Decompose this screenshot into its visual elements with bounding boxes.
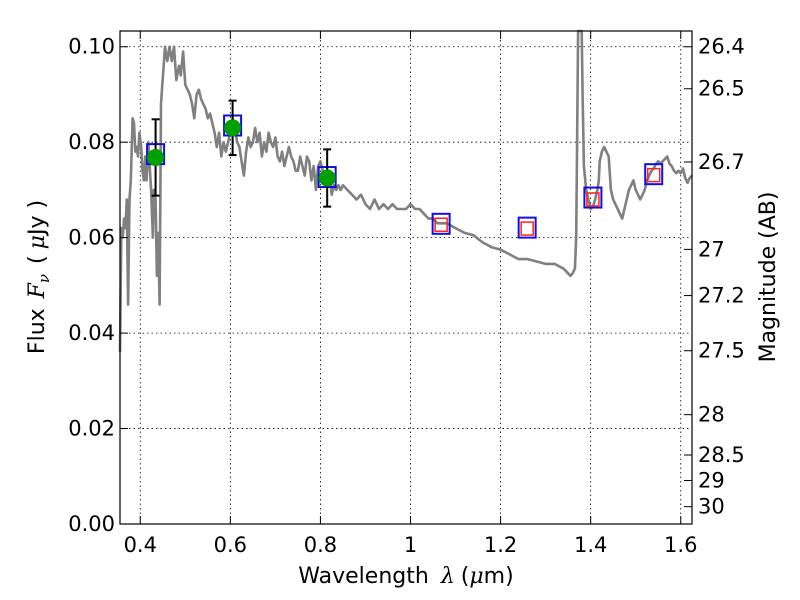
detection-points [147,119,336,187]
plot-frame [119,30,693,525]
model-spectrum-series [118,29,693,353]
y-tick-label: 0.06 [68,226,115,250]
upper-limit-markers [434,167,661,236]
magnitude-tick-label: 26.7 [698,150,745,174]
model-flux-square [583,186,603,209]
x-tick-label: 1.4 [574,533,607,557]
x-tick-label: 1 [404,533,417,557]
x-tick-labels: 0.4 0.6 0.8 1 1.2 1.4 1.6 [124,533,698,557]
magnitude-tick-label: 27.5 [698,339,745,363]
upper-limit-square [520,221,534,236]
x-tick-label: 0.6 [214,533,247,557]
magnitude-tick-label: 28 [698,403,725,427]
upper-limit-square [646,167,661,183]
detection-point [147,148,165,166]
y-tick-label: 0.02 [68,417,115,441]
y-tick-label: 0.04 [68,321,115,345]
detection-point [224,119,242,137]
spectrum-line [118,29,693,353]
y-axis-unit-open: ( [25,255,50,264]
x-tick-label: 0.8 [304,533,337,557]
upper-limit-square [586,192,600,207]
y-axis-word: Flux [25,308,50,354]
x-tick-label: 1.2 [484,533,517,557]
model-flux-square [431,212,451,235]
y-axis-title: Flux Fν ( μJy ) [25,200,53,354]
y-tick-label: 0.00 [68,512,115,536]
model-flux-square [644,163,664,186]
y2-axis-title: Magnitude (AB) [756,192,781,363]
magnitude-tick-label: 30 [698,495,725,519]
y-axis-unit-micro: μ [25,235,50,249]
x-axis-unit-open: ( [461,564,470,589]
grid [120,31,692,525]
y-axis-subscript: ν [35,274,53,283]
axis-ticks [120,31,692,525]
magnitude-tick-label: 26.4 [698,35,745,59]
magnitude-tick-label: 29 [698,468,725,492]
y-tick-label: 0.08 [68,130,115,154]
detection-point [318,169,336,187]
x-axis-unit-micro: μ [469,564,483,589]
x-axis-title: Wavelength λ (μm) [298,564,513,589]
magnitude-tick-label: 28.5 [698,443,745,467]
y-axis-unit-tail: Jy ) [25,200,50,237]
magnitude-tick-label: 27 [698,237,725,261]
x-tick-label: 1.6 [664,533,697,557]
x-axis-unit-tail: m) [484,564,514,589]
magnitude-tick-label: 27.2 [698,284,745,308]
model-flux-square [517,216,537,239]
y-tick-label: 0.10 [68,35,115,59]
x-tick-label: 0.4 [124,533,157,557]
y-tick-labels: 0.00 0.02 0.04 0.06 0.08 0.10 [68,35,115,536]
upper-limit-square [434,217,448,233]
x-axis-symbol: λ [440,564,455,589]
x-axis-word: Wavelength [298,564,429,589]
magnitude-tick-label: 26.5 [698,77,745,101]
y-axis-symbol: F [25,282,50,299]
magnitude-tick-labels: 26.4 26.5 26.7 27 27.2 27.5 28 28.529 30 [698,35,745,519]
